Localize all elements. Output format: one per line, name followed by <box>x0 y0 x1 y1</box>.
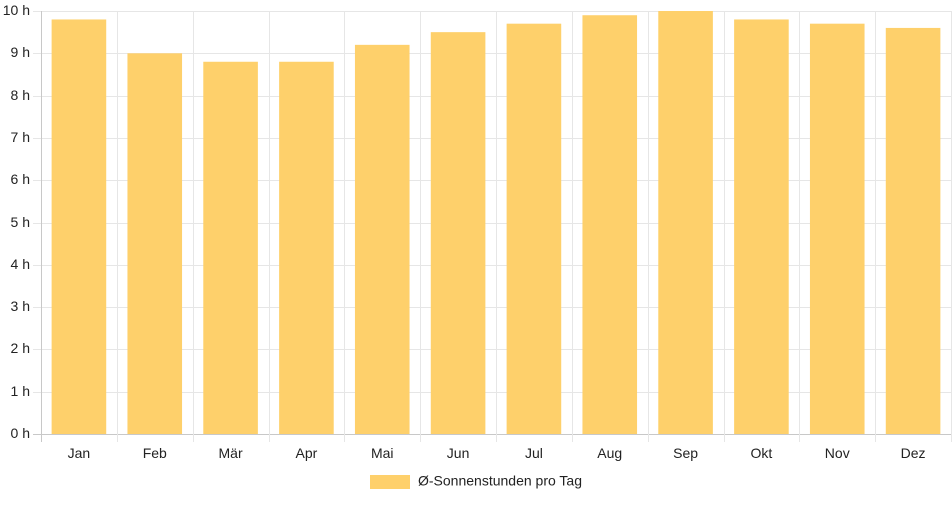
x-tick-label: Mär <box>219 445 243 461</box>
bar-aug[interactable] <box>582 15 638 434</box>
bar-dez[interactable] <box>885 27 941 434</box>
x-tick-label: Feb <box>143 445 167 461</box>
x-tick-label: Mai <box>371 445 394 461</box>
legend-swatch[interactable] <box>370 475 410 489</box>
x-tick-label: Dez <box>901 445 926 461</box>
y-tick-label: 8 h <box>11 87 30 103</box>
bar-jun[interactable] <box>430 32 486 435</box>
y-tick-label: 0 h <box>11 425 30 441</box>
bar-feb[interactable] <box>127 53 183 435</box>
y-tick-label: 5 h <box>11 214 30 230</box>
bars <box>51 11 941 435</box>
x-tick-label: Nov <box>825 445 850 461</box>
x-axis: Jan Feb Mär Apr Mai Jun Jul Aug Sep Okt Nov Dez <box>68 445 926 461</box>
x-tick-label: Jun <box>447 445 470 461</box>
y-tick-label: 2 h <box>11 340 30 356</box>
x-tick-label: Apr <box>296 445 318 461</box>
y-tick-label: 6 h <box>11 171 30 187</box>
x-tick-label: Aug <box>597 445 622 461</box>
bar-okt[interactable] <box>734 19 789 435</box>
y-tick-label: 10 h <box>3 2 30 18</box>
bar-nov[interactable] <box>809 23 865 434</box>
x-tick-label: Jan <box>68 445 91 461</box>
y-tick-label: 3 h <box>11 298 30 314</box>
y-tick-label: 7 h <box>11 129 30 145</box>
bar-apr[interactable] <box>279 61 334 434</box>
x-tick-label: Okt <box>751 445 773 461</box>
legend[interactable]: Ø-Sonnenstunden pro Tag <box>370 473 582 489</box>
legend-label[interactable]: Ø-Sonnenstunden pro Tag <box>418 473 582 489</box>
bar-jul[interactable] <box>506 23 562 434</box>
y-tick-label: 1 h <box>11 383 30 399</box>
bar-sep[interactable] <box>658 11 713 434</box>
bar-mär[interactable] <box>203 61 258 434</box>
x-tick-label: Sep <box>673 445 698 461</box>
bar-mai[interactable] <box>354 44 410 435</box>
x-tick-label: Jul <box>525 445 543 461</box>
y-axis: 0 h 1 h 2 h 3 h 4 h 5 h 6 h 7 h 8 h 9 h 10 h <box>3 2 30 441</box>
y-tick-label: 9 h <box>11 44 30 60</box>
y-tick-label: 4 h <box>11 256 30 272</box>
bar-jan[interactable] <box>51 19 107 435</box>
grid-lines <box>33 11 952 442</box>
